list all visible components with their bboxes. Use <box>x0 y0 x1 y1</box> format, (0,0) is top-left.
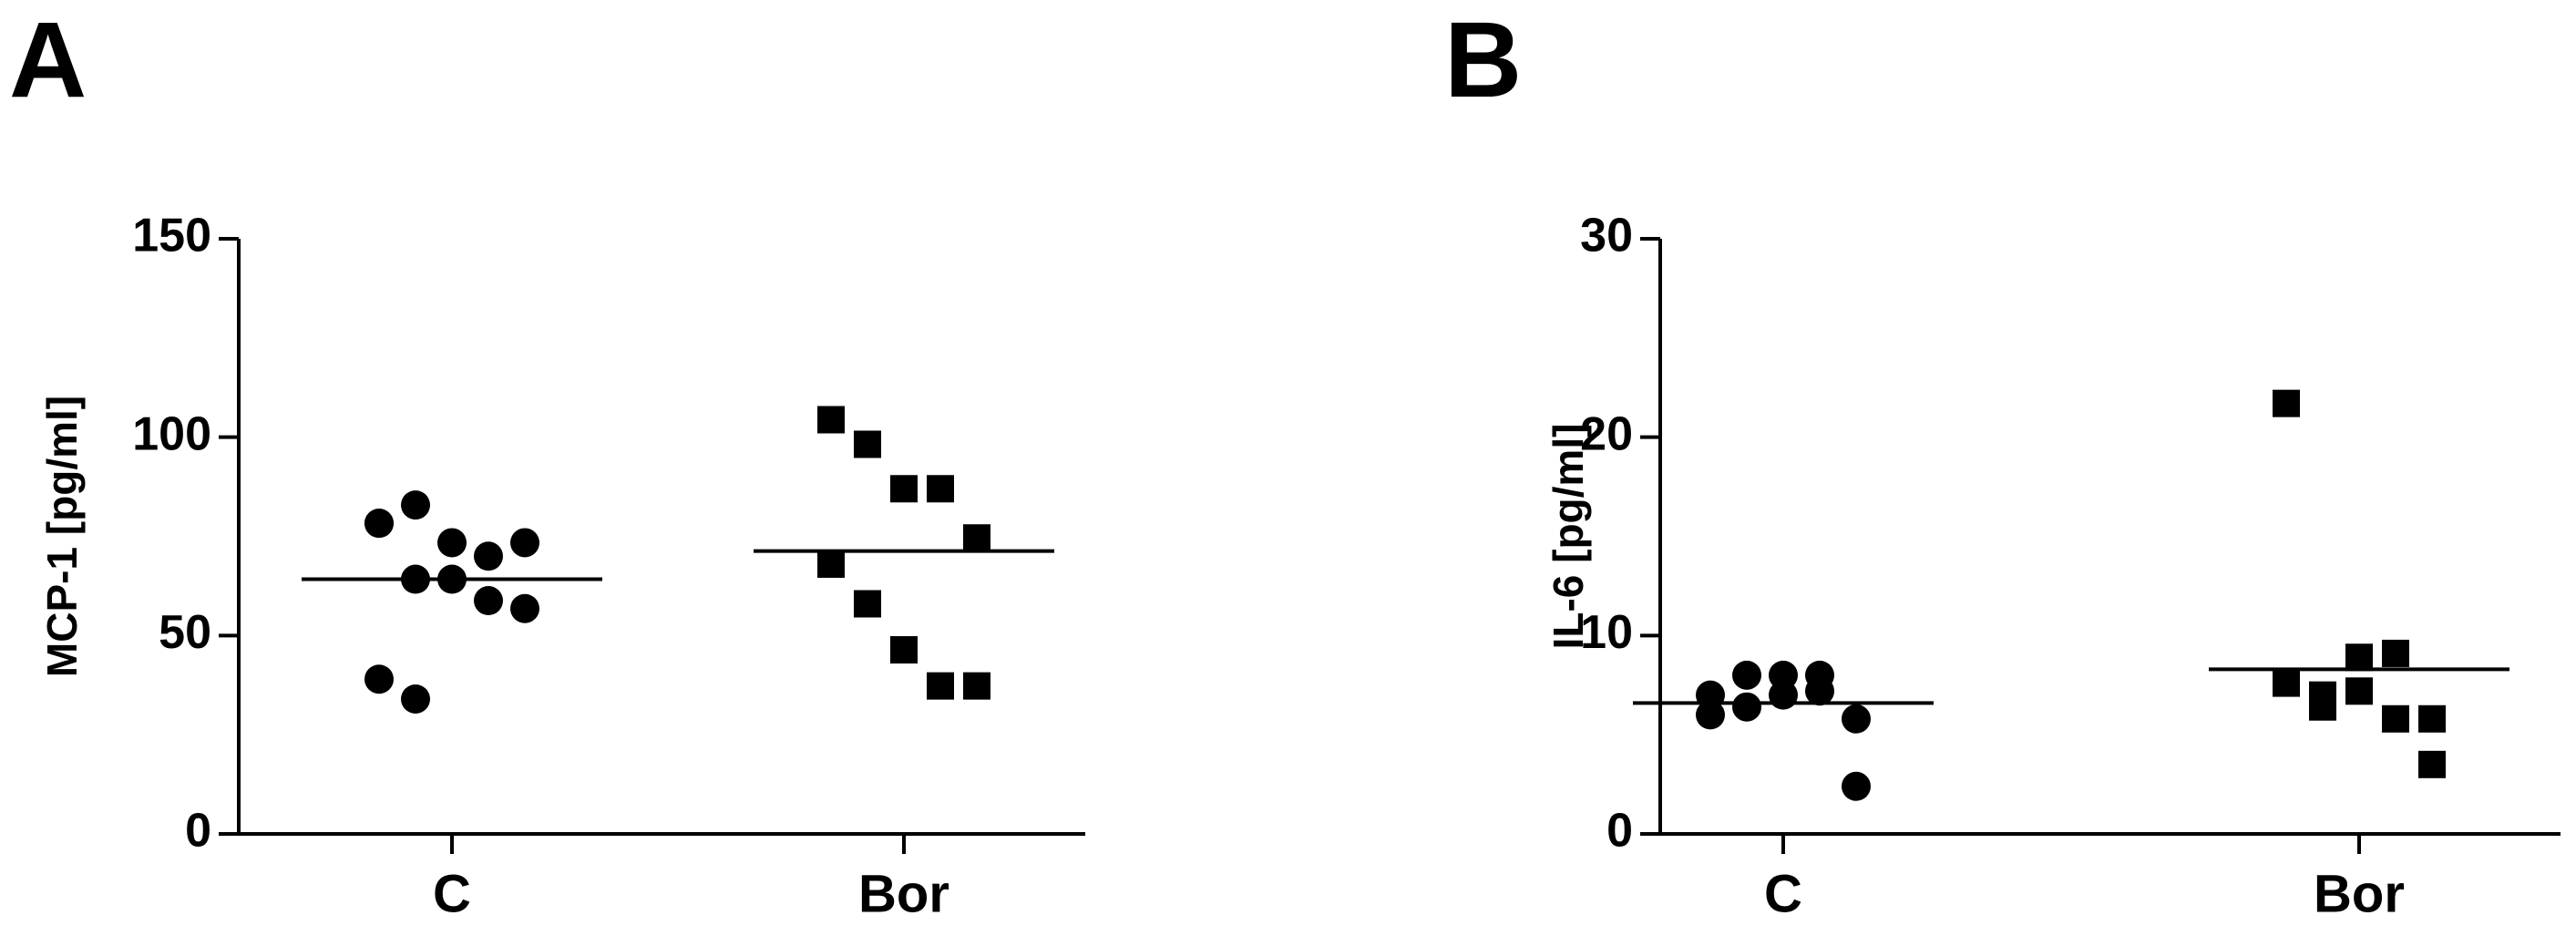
data-point <box>474 586 503 616</box>
y-tick-label: 10 <box>1580 606 1633 659</box>
data-point <box>1842 771 1871 801</box>
data-point <box>510 593 539 623</box>
data-point <box>1805 676 1834 706</box>
data-point <box>2309 693 2336 721</box>
y-tick-label: 0 <box>185 805 211 858</box>
x-tick-label: Bor <box>2314 864 2405 923</box>
panel-label: A <box>9 0 87 120</box>
data-point <box>890 475 918 503</box>
data-point <box>854 430 881 458</box>
data-point <box>817 550 845 578</box>
data-point <box>1696 700 1725 730</box>
data-point <box>2382 639 2409 667</box>
data-point <box>364 509 394 539</box>
data-point <box>963 672 990 700</box>
panel-label: B <box>1444 0 1522 120</box>
data-point <box>927 672 954 700</box>
data-point <box>2345 677 2373 705</box>
y-axis-label: MCP-1 [pg/ml] <box>38 396 86 677</box>
data-point <box>401 490 430 520</box>
data-point <box>2418 750 2446 778</box>
data-point <box>2273 669 2300 697</box>
y-tick-label: 150 <box>132 210 211 262</box>
data-point <box>2345 643 2373 672</box>
data-point <box>1842 704 1871 734</box>
data-point <box>817 406 845 434</box>
data-point <box>2418 705 2446 733</box>
data-point <box>474 541 503 571</box>
data-point <box>1769 680 1798 710</box>
y-tick-label: 0 <box>1606 805 1633 858</box>
y-tick-label: 30 <box>1580 210 1633 262</box>
data-point <box>437 528 467 558</box>
y-tick-label: 20 <box>1580 407 1633 460</box>
x-tick-label: C <box>1764 864 1802 923</box>
data-point <box>854 590 881 618</box>
x-tick-label: Bor <box>858 864 949 923</box>
data-point <box>510 528 539 558</box>
data-point <box>1732 660 1761 690</box>
x-tick-label: C <box>433 864 471 923</box>
data-point <box>401 684 430 714</box>
data-point <box>890 636 918 664</box>
data-point <box>1732 692 1761 722</box>
data-point <box>364 664 394 694</box>
y-axis-label: IL-6 [pg/ml] <box>1545 424 1592 650</box>
data-point <box>2273 389 2300 417</box>
data-point <box>2382 705 2409 733</box>
y-tick-label: 100 <box>132 407 211 460</box>
data-point <box>963 524 990 552</box>
data-point <box>927 475 954 503</box>
y-tick-label: 50 <box>159 606 211 659</box>
